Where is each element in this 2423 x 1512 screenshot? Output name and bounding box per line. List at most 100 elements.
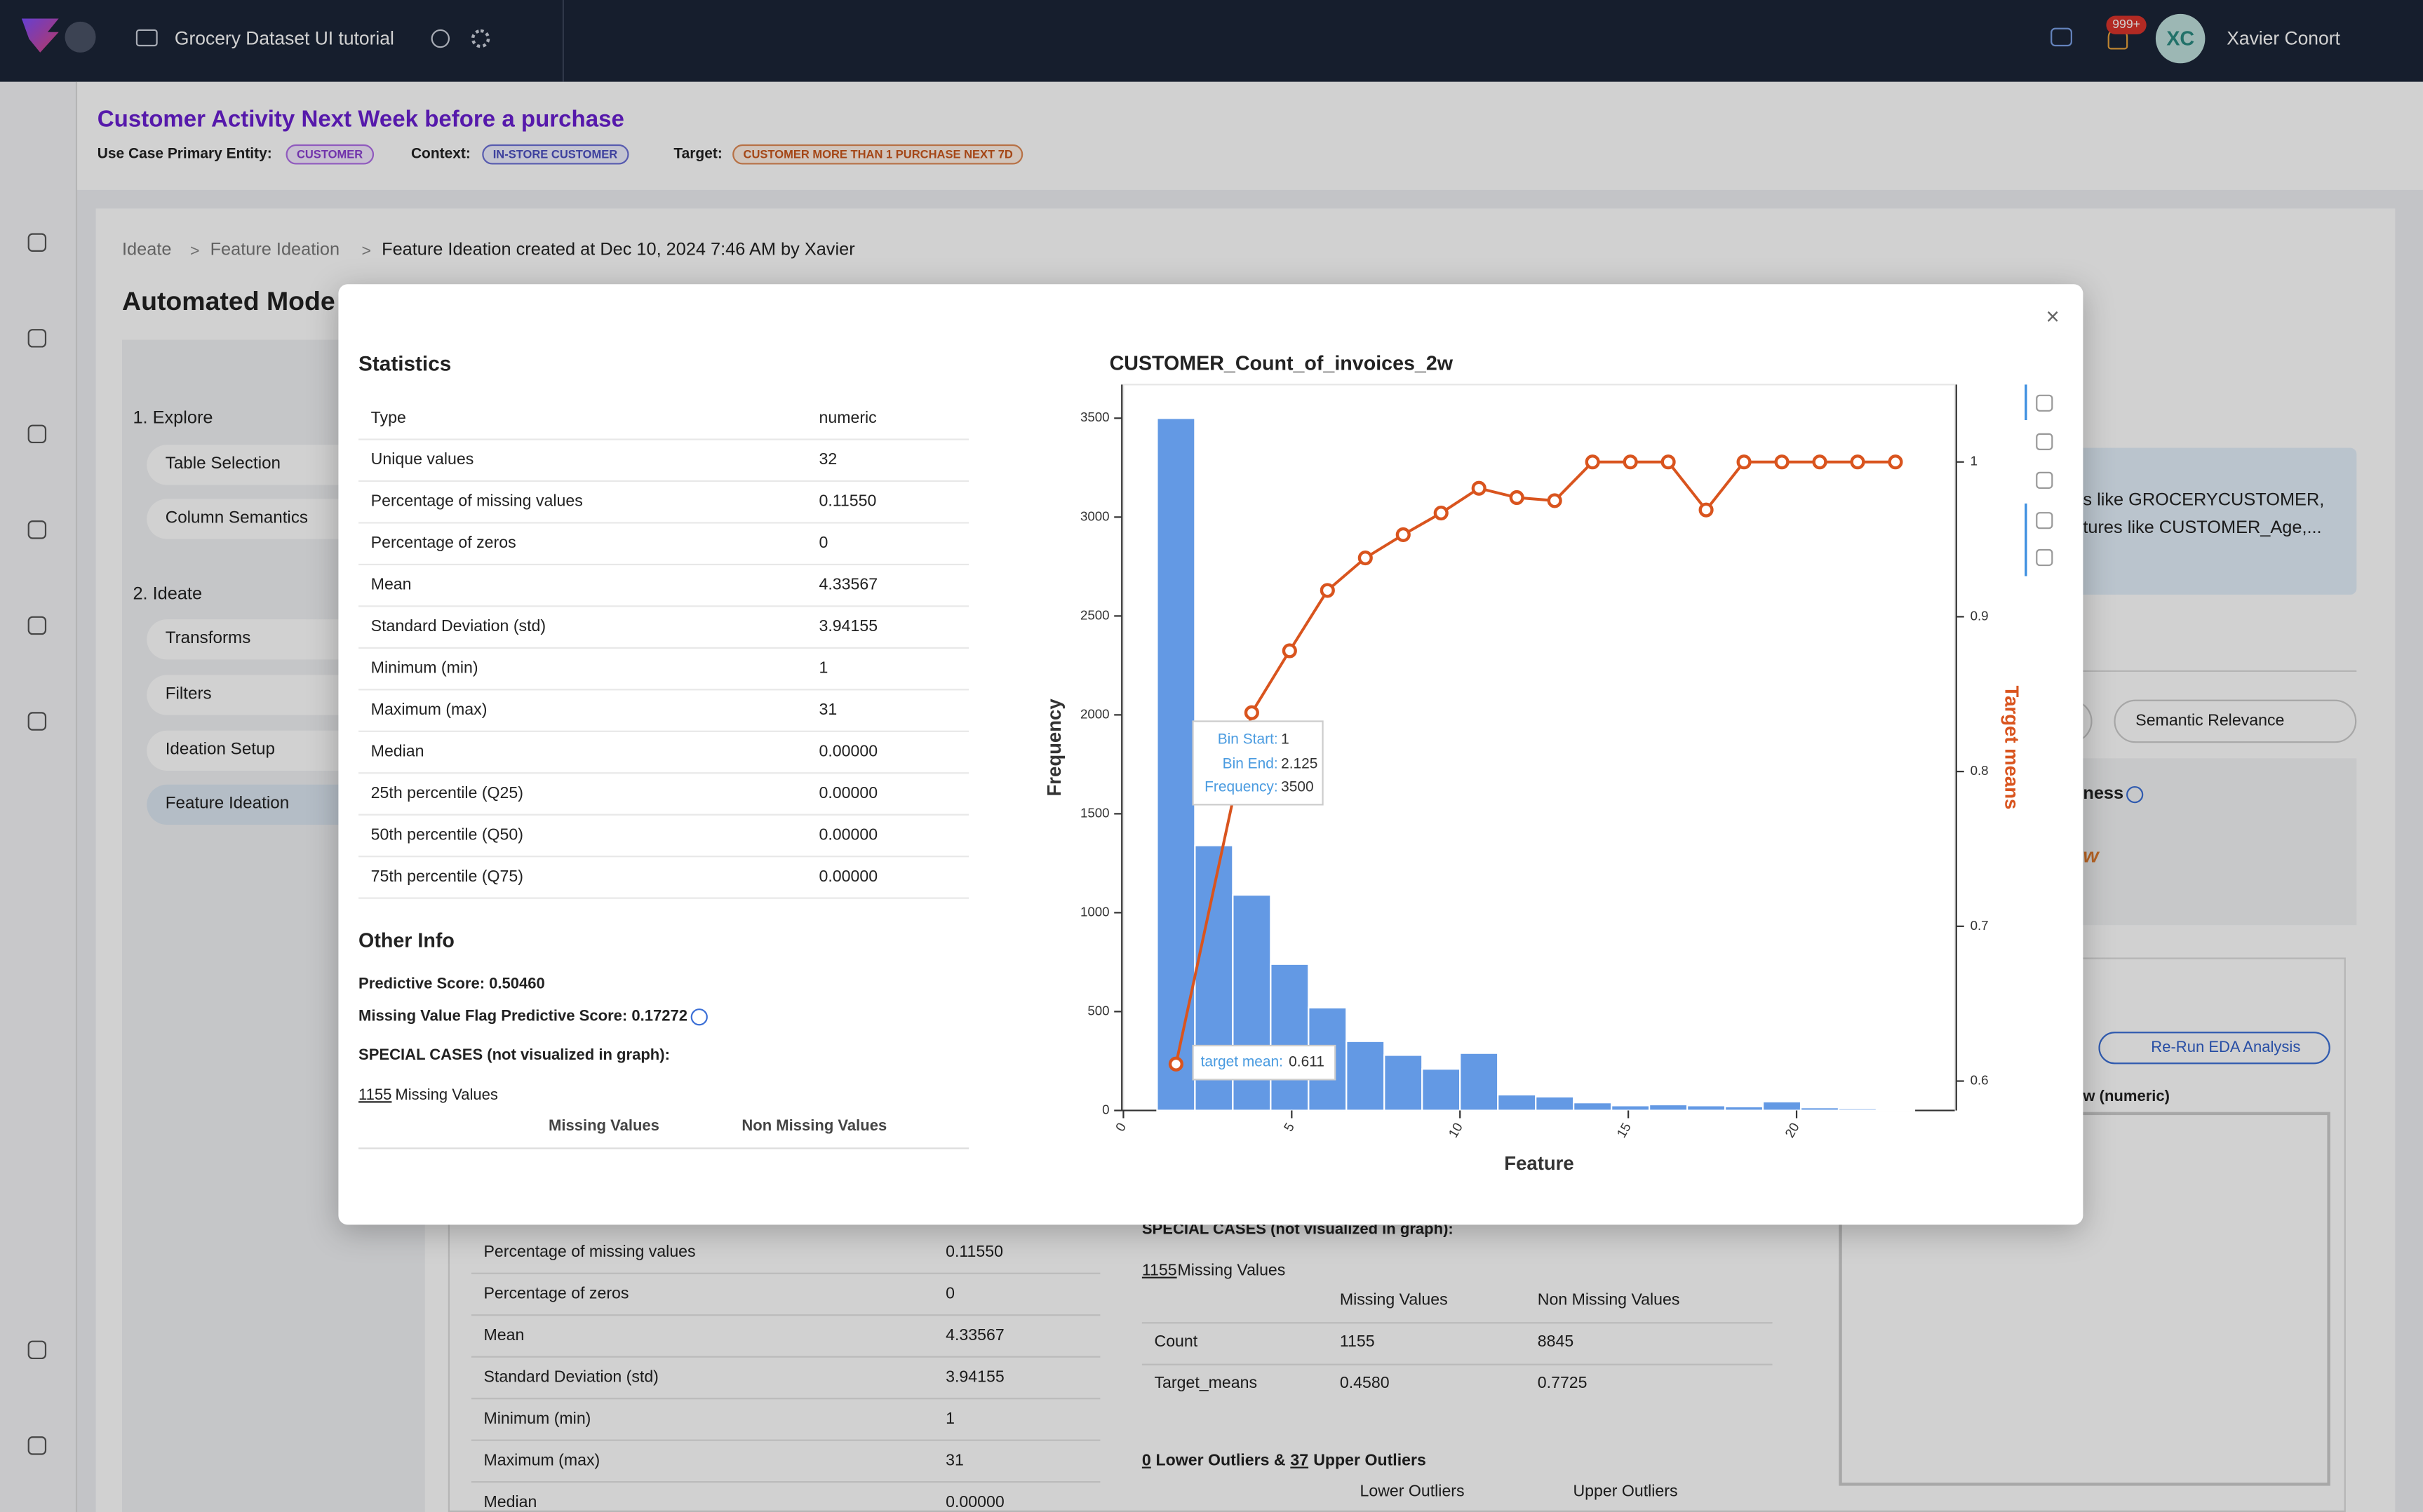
breadcrumb-item[interactable]: Ideate xyxy=(122,241,172,260)
notification-badge: 999+ xyxy=(2106,15,2147,34)
row-border xyxy=(471,1356,1101,1358)
stat-value: 0 xyxy=(946,1284,955,1304)
step-item[interactable]: Transforms xyxy=(165,629,251,648)
target-point xyxy=(1585,454,1600,470)
step-item[interactable]: Feature Ideation xyxy=(165,794,290,814)
info-icon[interactable] xyxy=(690,1008,708,1026)
stat-value: 0.11550 xyxy=(946,1243,1004,1262)
tooltip-value: 0.611 xyxy=(1289,1054,1324,1070)
header xyxy=(77,81,2423,190)
column-header: Upper Outliers xyxy=(1573,1482,1678,1501)
step-item[interactable]: Ideation Setup xyxy=(165,740,275,760)
table-cell: 0.4580 xyxy=(1339,1374,1390,1393)
sidebar-icon[interactable] xyxy=(27,616,47,635)
sidebar-icon[interactable] xyxy=(27,712,47,731)
toolbar-icon[interactable] xyxy=(2036,394,2053,412)
info-box xyxy=(2055,447,2357,595)
step-item[interactable]: Column Semantics xyxy=(165,508,309,527)
histogram-bar xyxy=(1686,1105,1726,1112)
stat-value: 0.11550 xyxy=(819,492,877,511)
row-border xyxy=(358,1147,969,1149)
toolbar-icon[interactable] xyxy=(2036,433,2053,450)
target-point xyxy=(1395,527,1411,543)
close-button[interactable]: × xyxy=(2046,304,2060,331)
missing-flag-score: Missing Value Flag Predictive Score: 0.1… xyxy=(358,1008,688,1026)
y-tick-label: 500 xyxy=(1087,1003,1109,1018)
rerun-label[interactable]: Re-Run EDA Analysis xyxy=(2151,1039,2301,1057)
histogram-bar xyxy=(1761,1100,1802,1112)
breadcrumb-separator: > xyxy=(361,242,371,261)
target-badge: CUSTOMER MORE THAN 1 PURCHASE NEXT 7D xyxy=(732,144,1024,165)
stat-value: 4.33567 xyxy=(819,575,878,595)
table-cell: Target_means xyxy=(1154,1374,1258,1393)
stat-label: 75th percentile (Q75) xyxy=(370,868,523,886)
help-icon[interactable] xyxy=(2126,785,2144,804)
special-cases: SPECIAL CASES (not visualized in graph): xyxy=(358,1047,670,1065)
step-item[interactable]: Table Selection xyxy=(165,454,281,473)
missing-count: 1155 xyxy=(1141,1261,1177,1281)
step-title: 1. Explore xyxy=(133,409,213,428)
target-point xyxy=(1812,454,1827,470)
target-point xyxy=(1471,480,1486,496)
row-border xyxy=(358,814,969,816)
toolbar-icon[interactable] xyxy=(2036,471,2053,490)
chat-icon[interactable] xyxy=(2051,27,2072,47)
sidebar-icon[interactable] xyxy=(27,520,47,539)
column-header: Missing Values xyxy=(548,1118,659,1135)
left-sidebar xyxy=(0,81,78,1512)
missing-text: Missing Values xyxy=(391,1087,498,1105)
stat-value: 3.94155 xyxy=(946,1368,1005,1387)
row-border xyxy=(358,563,969,566)
target-point xyxy=(1282,643,1297,659)
sidebar-icon[interactable] xyxy=(27,1340,47,1360)
page-title: Automated Mode xyxy=(122,287,335,317)
stat-value: 1 xyxy=(819,659,828,678)
target-point xyxy=(1660,454,1676,470)
row-border xyxy=(471,1481,1101,1483)
monitor-icon xyxy=(135,29,158,47)
mini-chart-frame xyxy=(1839,1112,2330,1486)
stat-label: Percentage of missing values xyxy=(483,1243,696,1262)
predictive-score: Predictive Score: 0.50460 xyxy=(358,976,545,994)
sidebar-icon[interactable] xyxy=(27,233,47,252)
settings-icon[interactable] xyxy=(471,29,490,48)
sidebar-toggle[interactable] xyxy=(65,21,96,53)
sidebar-icon[interactable] xyxy=(27,1436,47,1455)
table-cell: 8845 xyxy=(1537,1332,1574,1351)
toolbar-icon[interactable] xyxy=(2036,512,2053,529)
histogram-bar xyxy=(1156,417,1196,1112)
histogram-bar xyxy=(1837,1107,1878,1112)
target-point xyxy=(1433,505,1449,521)
y-axis-label: Frequency xyxy=(1043,698,1065,797)
sort-select[interactable] xyxy=(2114,699,2357,743)
rerun-button[interactable] xyxy=(2098,1032,2330,1065)
orange-fragment: w xyxy=(2083,843,2099,867)
context-badge: IN-STORE CUSTOMER xyxy=(482,144,629,165)
context-label: Context: xyxy=(410,145,471,163)
top-bar xyxy=(0,0,2423,82)
histogram-bar xyxy=(1799,1107,1840,1112)
column-header: Non Missing Values xyxy=(1537,1290,1680,1309)
row-border xyxy=(358,438,969,440)
target-label: Target: xyxy=(673,145,723,163)
sidebar-icon[interactable] xyxy=(27,424,47,444)
row-border xyxy=(358,522,969,524)
step-item[interactable]: Filters xyxy=(165,684,212,703)
user-name[interactable]: Xavier Conort xyxy=(2227,27,2340,50)
sort-label: Semantic Relevance xyxy=(2135,711,2285,731)
row-border xyxy=(471,1439,1101,1441)
toolbar-icon[interactable] xyxy=(2036,548,2053,567)
target-point xyxy=(1244,705,1259,720)
breadcrumb-item[interactable]: Feature Ideation xyxy=(210,241,340,260)
tooltip-value: 3500 xyxy=(1281,779,1314,795)
share-icon[interactable] xyxy=(431,29,450,48)
target-point xyxy=(1774,454,1790,470)
stat-value: 4.33567 xyxy=(946,1326,1005,1345)
histogram-bar xyxy=(1270,963,1310,1112)
y-tick-label: 3500 xyxy=(1080,410,1110,424)
sidebar-icon[interactable] xyxy=(27,329,47,348)
x-tick-label: 0 xyxy=(1113,1120,1129,1134)
tooltip xyxy=(1192,1044,1336,1081)
stat-value: 0.00000 xyxy=(819,784,878,803)
